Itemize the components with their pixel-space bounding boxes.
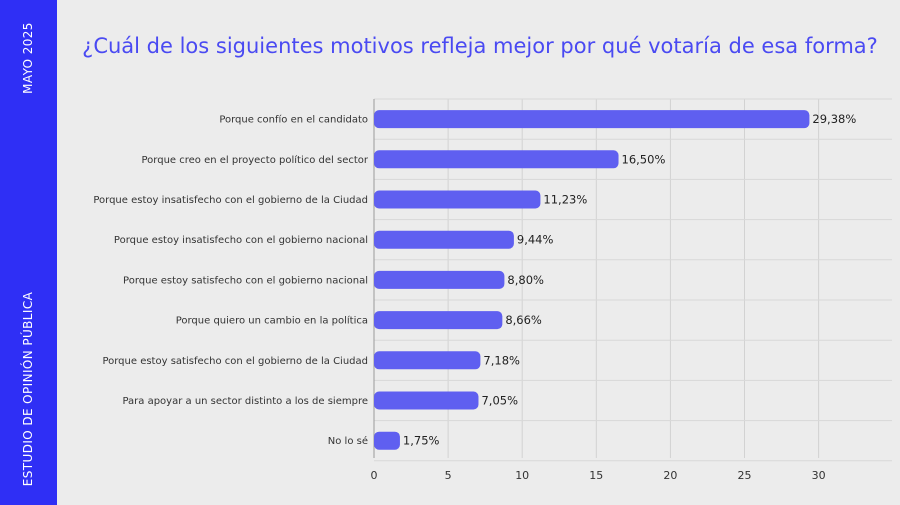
sidebar: MAYO 2025 ESTUDIO DE OPINIÓN PÚBLICA [0, 0, 57, 505]
data-label: 8,66% [505, 313, 542, 327]
category-label: Para apoyar a un sector distinto a los d… [122, 396, 368, 407]
data-label: 1,75% [403, 434, 440, 448]
data-label: 7,05% [481, 394, 518, 408]
bar [374, 230, 514, 249]
data-label: 8,80% [507, 273, 544, 287]
category-label: Porque quiero un cambio en la política [176, 315, 368, 327]
bar [374, 311, 503, 330]
chart-title: ¿Cuál de los siguientes motivos refleja … [82, 34, 878, 58]
x-tick-label: 5 [445, 469, 452, 482]
x-tick-label: 10 [515, 469, 529, 482]
x-tick-label: 15 [589, 469, 603, 482]
data-label: 16,50% [622, 152, 666, 166]
data-label: 9,44% [517, 233, 554, 247]
category-label: Porque estoy insatisfecho con el gobiern… [114, 235, 368, 246]
bar [374, 391, 479, 410]
category-label: Porque estoy insatisfecho con el gobiern… [93, 195, 368, 206]
bar [374, 110, 810, 129]
bar [374, 150, 619, 169]
category-label: Porque estoy satisfecho con el gobierno … [102, 356, 368, 367]
bar [374, 190, 541, 209]
bar [374, 431, 400, 450]
bar [374, 351, 481, 370]
category-label: Porque estoy satisfecho con el gobierno … [123, 275, 368, 286]
x-tick-label: 30 [812, 469, 826, 482]
category-label: Porque confío en el candidato [219, 114, 368, 126]
x-tick-label: 0 [371, 469, 378, 482]
data-label: 11,23% [543, 193, 587, 207]
x-tick-label: 20 [663, 469, 677, 482]
category-label: No lo sé [328, 435, 368, 447]
data-label: 29,38% [812, 112, 856, 126]
data-label: 7,18% [483, 353, 520, 367]
bar [374, 270, 505, 289]
category-label: Porque creo en el proyecto político del … [142, 154, 369, 166]
x-tick-label: 25 [738, 469, 752, 482]
